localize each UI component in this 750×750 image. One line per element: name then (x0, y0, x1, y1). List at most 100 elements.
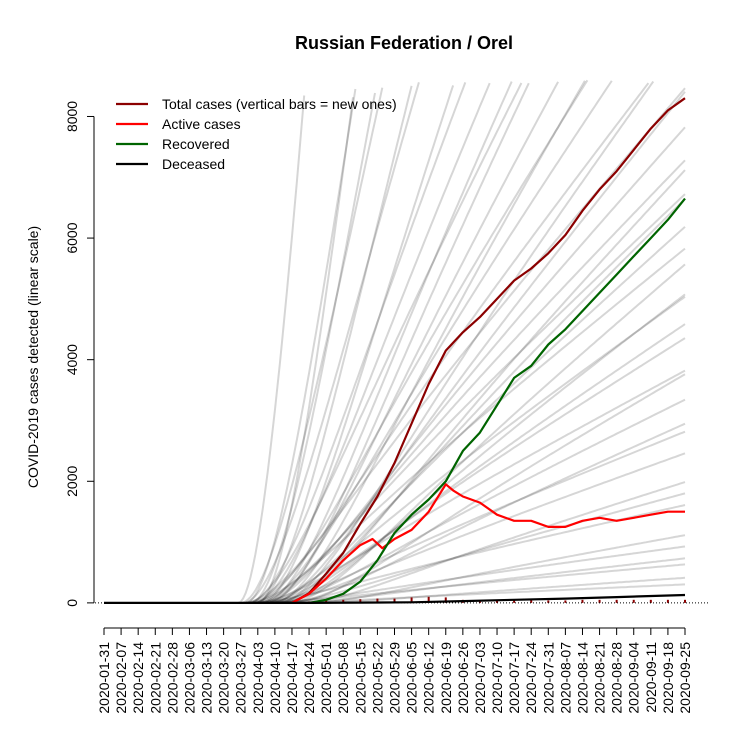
x-axis: 2020-01-31 2020-02-07 2020-02-14 2020-02-21… (96, 627, 693, 714)
x-tick-label: 2020-02-28 (164, 642, 180, 714)
x-tick-label: 2020-08-14 (574, 642, 590, 714)
background-curve (269, 323, 686, 604)
x-tick-label: 2020-07-17 (506, 642, 522, 714)
background-curves (237, 79, 686, 604)
x-tick-label: 2020-08-28 (609, 642, 625, 714)
background-curve (257, 295, 686, 604)
background-curve (260, 430, 686, 604)
background-curve (274, 198, 686, 604)
background-curve (272, 398, 686, 604)
x-tick-label: 2020-02-14 (130, 642, 146, 714)
legend-label: Total cases (vertical bars = new ones) (162, 96, 397, 112)
y-axis: 0 2000 4000 6000 8000 (64, 101, 95, 607)
x-tick-label: 2020-06-12 (421, 642, 437, 714)
y-tick-label: 8000 (64, 101, 80, 132)
background-curve (245, 82, 523, 604)
y-tick-label: 0 (64, 599, 80, 607)
background-curve (237, 95, 306, 604)
background-curve (277, 492, 686, 604)
background-curve (287, 263, 686, 604)
series-line (308, 197, 686, 604)
background-curve (265, 226, 686, 604)
background-curve (252, 79, 589, 604)
background-curve (243, 87, 686, 604)
y-axis-label: COVID-2019 cases detected (linear scale) (25, 226, 41, 488)
background-curve (255, 159, 686, 604)
background-curve (245, 247, 686, 604)
series-line (291, 483, 685, 604)
background-curve (262, 81, 513, 604)
x-tick-label: 2020-07-24 (523, 642, 539, 714)
background-curve (247, 82, 650, 604)
x-tick-label: 2020-09-11 (643, 642, 659, 713)
background-curve (267, 82, 530, 604)
background-curve (250, 193, 686, 604)
series-line (291, 97, 686, 604)
background-curve (272, 583, 686, 604)
x-tick-label: 2020-02-07 (113, 642, 129, 714)
background-curve (299, 481, 686, 604)
chart-title: Russian Federation / Orel (295, 33, 513, 53)
y-tick-label: 4000 (64, 344, 80, 375)
x-tick-label: 2020-03-27 (233, 642, 249, 714)
background-curve (247, 82, 467, 604)
background-curve (250, 92, 376, 604)
background-curve (282, 169, 686, 604)
x-tick-label: 2020-09-18 (660, 642, 676, 714)
background-curve (242, 82, 420, 604)
background-curve (284, 422, 686, 604)
background-curve (267, 452, 686, 604)
series-lines (104, 97, 686, 605)
x-tick-label: 2020-09-04 (626, 642, 642, 714)
background-curve (291, 373, 686, 604)
background-curve (265, 81, 559, 604)
background-curve (306, 534, 686, 604)
background-curve (257, 80, 613, 604)
x-tick-label: 2020-08-07 (557, 642, 573, 714)
background-curve (248, 504, 686, 604)
x-tick-label: 2020-05-01 (318, 642, 334, 714)
background-curve (260, 85, 455, 604)
legend-label: Recovered (162, 136, 230, 152)
background-curve (240, 87, 384, 604)
x-tick-label: 2020-01-31 (96, 642, 112, 714)
x-tick-label: 2020-08-21 (592, 642, 608, 714)
x-tick-label: 2020-07-31 (540, 642, 556, 714)
y-tick-label: 2000 (64, 465, 80, 496)
x-tick-label: 2020-04-17 (284, 642, 300, 714)
background-curve (287, 557, 686, 604)
x-tick-label: 2020-05-08 (335, 642, 351, 714)
x-tick-label: 2020-07-03 (472, 642, 488, 714)
x-tick-label: 2020-09-25 (677, 642, 693, 714)
background-curve (252, 82, 491, 604)
background-curve (311, 576, 686, 604)
x-tick-label: 2020-03-06 (181, 642, 197, 714)
background-curve (260, 126, 686, 604)
legend-label: Deceased (162, 156, 225, 172)
x-tick-label: 2020-03-13 (199, 642, 215, 714)
series-line (104, 593, 686, 605)
x-tick-label: 2020-05-22 (369, 642, 385, 714)
x-tick-label: 2020-02-21 (147, 642, 163, 714)
background-curve (245, 88, 357, 604)
x-tick-label: 2020-04-10 (267, 642, 283, 714)
y-tick-label: 6000 (64, 222, 80, 253)
x-tick-label: 2020-06-19 (438, 642, 454, 714)
x-tick-label: 2020-04-24 (301, 642, 317, 714)
x-tick-label: 2020-05-29 (387, 642, 403, 714)
x-tick-label: 2020-04-03 (250, 642, 266, 714)
background-curve (257, 97, 354, 604)
background-curve (272, 80, 586, 604)
background-curve (279, 293, 686, 604)
background-curve (255, 85, 413, 604)
legend-label: Active cases (162, 116, 241, 132)
x-tick-label: 2020-06-05 (404, 642, 420, 714)
x-tick-label: 2020-07-10 (489, 642, 505, 714)
x-tick-label: 2020-05-15 (352, 642, 368, 714)
x-tick-label: 2020-06-26 (455, 642, 471, 714)
background-curve (269, 91, 686, 604)
background-curve (277, 80, 655, 604)
x-tick-label: 2020-03-20 (216, 642, 232, 714)
legend: Total cases (vertical bars = new ones) Ac… (116, 96, 397, 172)
